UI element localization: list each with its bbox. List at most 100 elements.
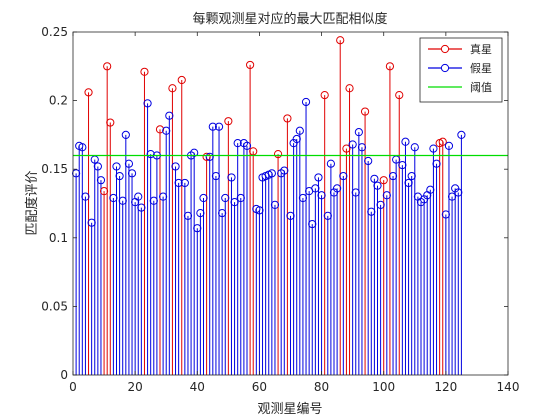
true-star-marker [395, 91, 404, 100]
legend-swatch-marker [440, 44, 450, 54]
false-star-marker [364, 156, 373, 166]
true-star-marker [140, 67, 149, 76]
true-star-marker [283, 114, 292, 123]
false-star-marker [348, 140, 357, 149]
false-star-marker [193, 224, 202, 233]
false-star-marker [357, 143, 367, 152]
false-star-marker [87, 218, 96, 227]
false-star-marker [298, 193, 308, 203]
false-star-marker [457, 130, 466, 139]
true-star-marker [345, 84, 354, 93]
legend-label: 假星 [470, 61, 492, 75]
false-star-marker [323, 211, 332, 220]
false-star-marker [124, 159, 134, 168]
false-star-marker [233, 139, 242, 148]
legend-label: 真星 [470, 42, 492, 56]
false-star-marker [180, 178, 189, 188]
false-star-marker [407, 171, 416, 181]
false-star-marker [183, 211, 193, 220]
true-star-marker [342, 144, 351, 153]
false-star-marker [199, 193, 208, 203]
true-star-marker [99, 187, 109, 196]
false-star-marker [211, 171, 221, 181]
true-star-marker [273, 150, 283, 159]
false-star-marker [441, 210, 450, 219]
false-star-marker [121, 130, 130, 139]
legend-swatch-marker [440, 63, 450, 73]
false-star-marker [376, 200, 385, 209]
false-star-marker [267, 169, 276, 178]
true-star-marker [224, 117, 233, 126]
false-star-marker [115, 171, 124, 181]
false-star-marker [221, 193, 230, 203]
false-star-marker [333, 184, 342, 193]
false-star-marker [165, 111, 174, 120]
false-star-marker [410, 143, 419, 152]
chart-title: 每颗观测星对应的最大匹配相似度 [192, 11, 387, 27]
false-star-marker [351, 188, 360, 197]
false-star-marker [112, 162, 121, 171]
false-star-marker [295, 126, 304, 135]
false-star-marker [146, 150, 155, 159]
false-star-marker [149, 196, 158, 205]
false-star-marker [317, 191, 326, 200]
true-star-marker [84, 88, 93, 97]
x-tick-label: 100 [372, 380, 395, 394]
false-star-marker [143, 99, 152, 108]
legend-label: 阈值 [470, 80, 492, 94]
false-star-marker [398, 160, 407, 170]
x-tick-label: 140 [497, 380, 520, 394]
y-tick-label: 0.2 [49, 94, 68, 108]
x-tick-label: 120 [434, 380, 457, 394]
axes-box [72, 31, 509, 376]
true-star-marker [360, 107, 370, 116]
false-star-marker [426, 185, 435, 194]
true-star-marker [385, 62, 395, 71]
false-star-marker [301, 97, 311, 107]
false-star-marker [311, 184, 320, 193]
x-tick-label: 0 [69, 380, 77, 394]
false-star-marker [401, 137, 410, 146]
x-tick-label: 40 [190, 380, 205, 394]
true-star-marker [438, 137, 447, 146]
x-tick-label: 60 [252, 380, 267, 394]
false-star-marker [373, 181, 382, 190]
false-star-marker [280, 166, 289, 175]
true-star-marker [155, 125, 165, 134]
false-star-marker [109, 193, 118, 203]
false-star-marker [162, 126, 171, 135]
true-star-marker [246, 60, 255, 70]
false-star-marker [447, 192, 457, 201]
false-star-marker [81, 192, 90, 201]
false-star-marker [93, 162, 102, 171]
false-star-marker [270, 200, 280, 209]
true-star-marker [379, 176, 388, 185]
false-star-marker [236, 193, 245, 203]
false-star-marker [354, 128, 363, 137]
true-star-marker [106, 118, 115, 127]
false-star-marker [429, 144, 438, 153]
y-tick-label: 0.25 [41, 25, 68, 39]
false-star-marker [454, 188, 463, 197]
false-star-marker [404, 178, 413, 188]
false-star-marker [127, 169, 137, 178]
x-axis-label: 观测星编号 [257, 402, 322, 417]
false-star-marker [78, 143, 87, 152]
false-star-marker [230, 198, 239, 207]
false-star-marker [137, 203, 146, 212]
false-star-marker [308, 219, 317, 229]
false-star-marker [444, 141, 454, 150]
false-star-marker [382, 191, 391, 200]
false-star-marker [370, 174, 379, 183]
false-star-marker [72, 169, 81, 178]
y-tick-label: 0.1 [49, 231, 68, 245]
x-tick-label: 80 [314, 380, 329, 394]
false-star-marker [255, 206, 264, 215]
x-tick-label: 20 [128, 380, 143, 394]
true-star-marker [320, 91, 329, 100]
markers-layer [72, 36, 466, 233]
false-star-marker [118, 196, 127, 205]
axes-layer: 0 20 40 60 80 100 120 140 0 0.05 0.1 0.15 0.2 0.25 [41, 25, 519, 394]
